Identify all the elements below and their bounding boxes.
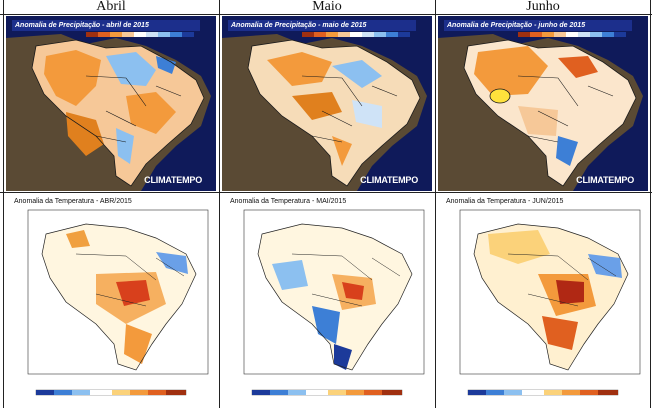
climatempo-logo: CLIMATEMPO (144, 175, 202, 185)
climatempo-logo: CLIMATEMPO (576, 175, 634, 185)
grid-line (219, 0, 220, 408)
precipitation-map-june: Anomalia de Precipitação - junho de 2015… (438, 16, 648, 191)
temperature-map-title: Anomalia da Temperatura - ABR/2015 (14, 198, 132, 205)
precipitation-map-april: Anomalia de Precipitação - abril de 2015… (6, 16, 216, 191)
precipitation-map-april-graphic (6, 34, 211, 191)
temperature-map-june: Anomalia da Temperatura - JUN/2015 (438, 194, 648, 406)
precipitation-legend-bar (302, 32, 410, 37)
temperature-map-may-graphic (243, 209, 425, 396)
temperature-map-may: Anomalia da Temperatura - MAI/2015 (222, 194, 432, 406)
temperature-map-june-graphic (459, 209, 641, 396)
column-header-april: Abril (96, 0, 126, 14)
precipitation-map-may: Anomalia de Precipitação - maio de 2015 … (222, 16, 432, 191)
column-header-may: Maio (312, 0, 342, 14)
precipitation-map-may-graphic (222, 34, 427, 191)
temperature-map-april: Anomalia da Temperatura - ABR/2015 (6, 194, 216, 406)
grid-line (0, 14, 652, 15)
temperature-map-title: Anomalia da Temperatura - JUN/2015 (446, 198, 564, 205)
precipitation-map-title: Anomalia de Precipitação - junho de 2015 (444, 20, 632, 31)
precipitation-legend-bar (518, 32, 626, 37)
precipitation-legend-bar (86, 32, 194, 37)
climatempo-logo: CLIMATEMPO (360, 175, 418, 185)
precipitation-map-june-graphic (438, 34, 643, 191)
precipitation-map-title: Anomalia de Precipitação - abril de 2015 (12, 20, 200, 31)
temperature-map-april-graphic (27, 209, 209, 396)
grid-line (435, 0, 436, 408)
grid-line (0, 192, 652, 193)
grid-line (3, 0, 4, 408)
column-header-june: Junho (526, 0, 560, 14)
temperature-map-title: Anomalia da Temperatura - MAI/2015 (230, 198, 347, 205)
precipitation-map-title: Anomalia de Precipitação - maio de 2015 (228, 20, 416, 31)
grid-line (650, 0, 651, 408)
